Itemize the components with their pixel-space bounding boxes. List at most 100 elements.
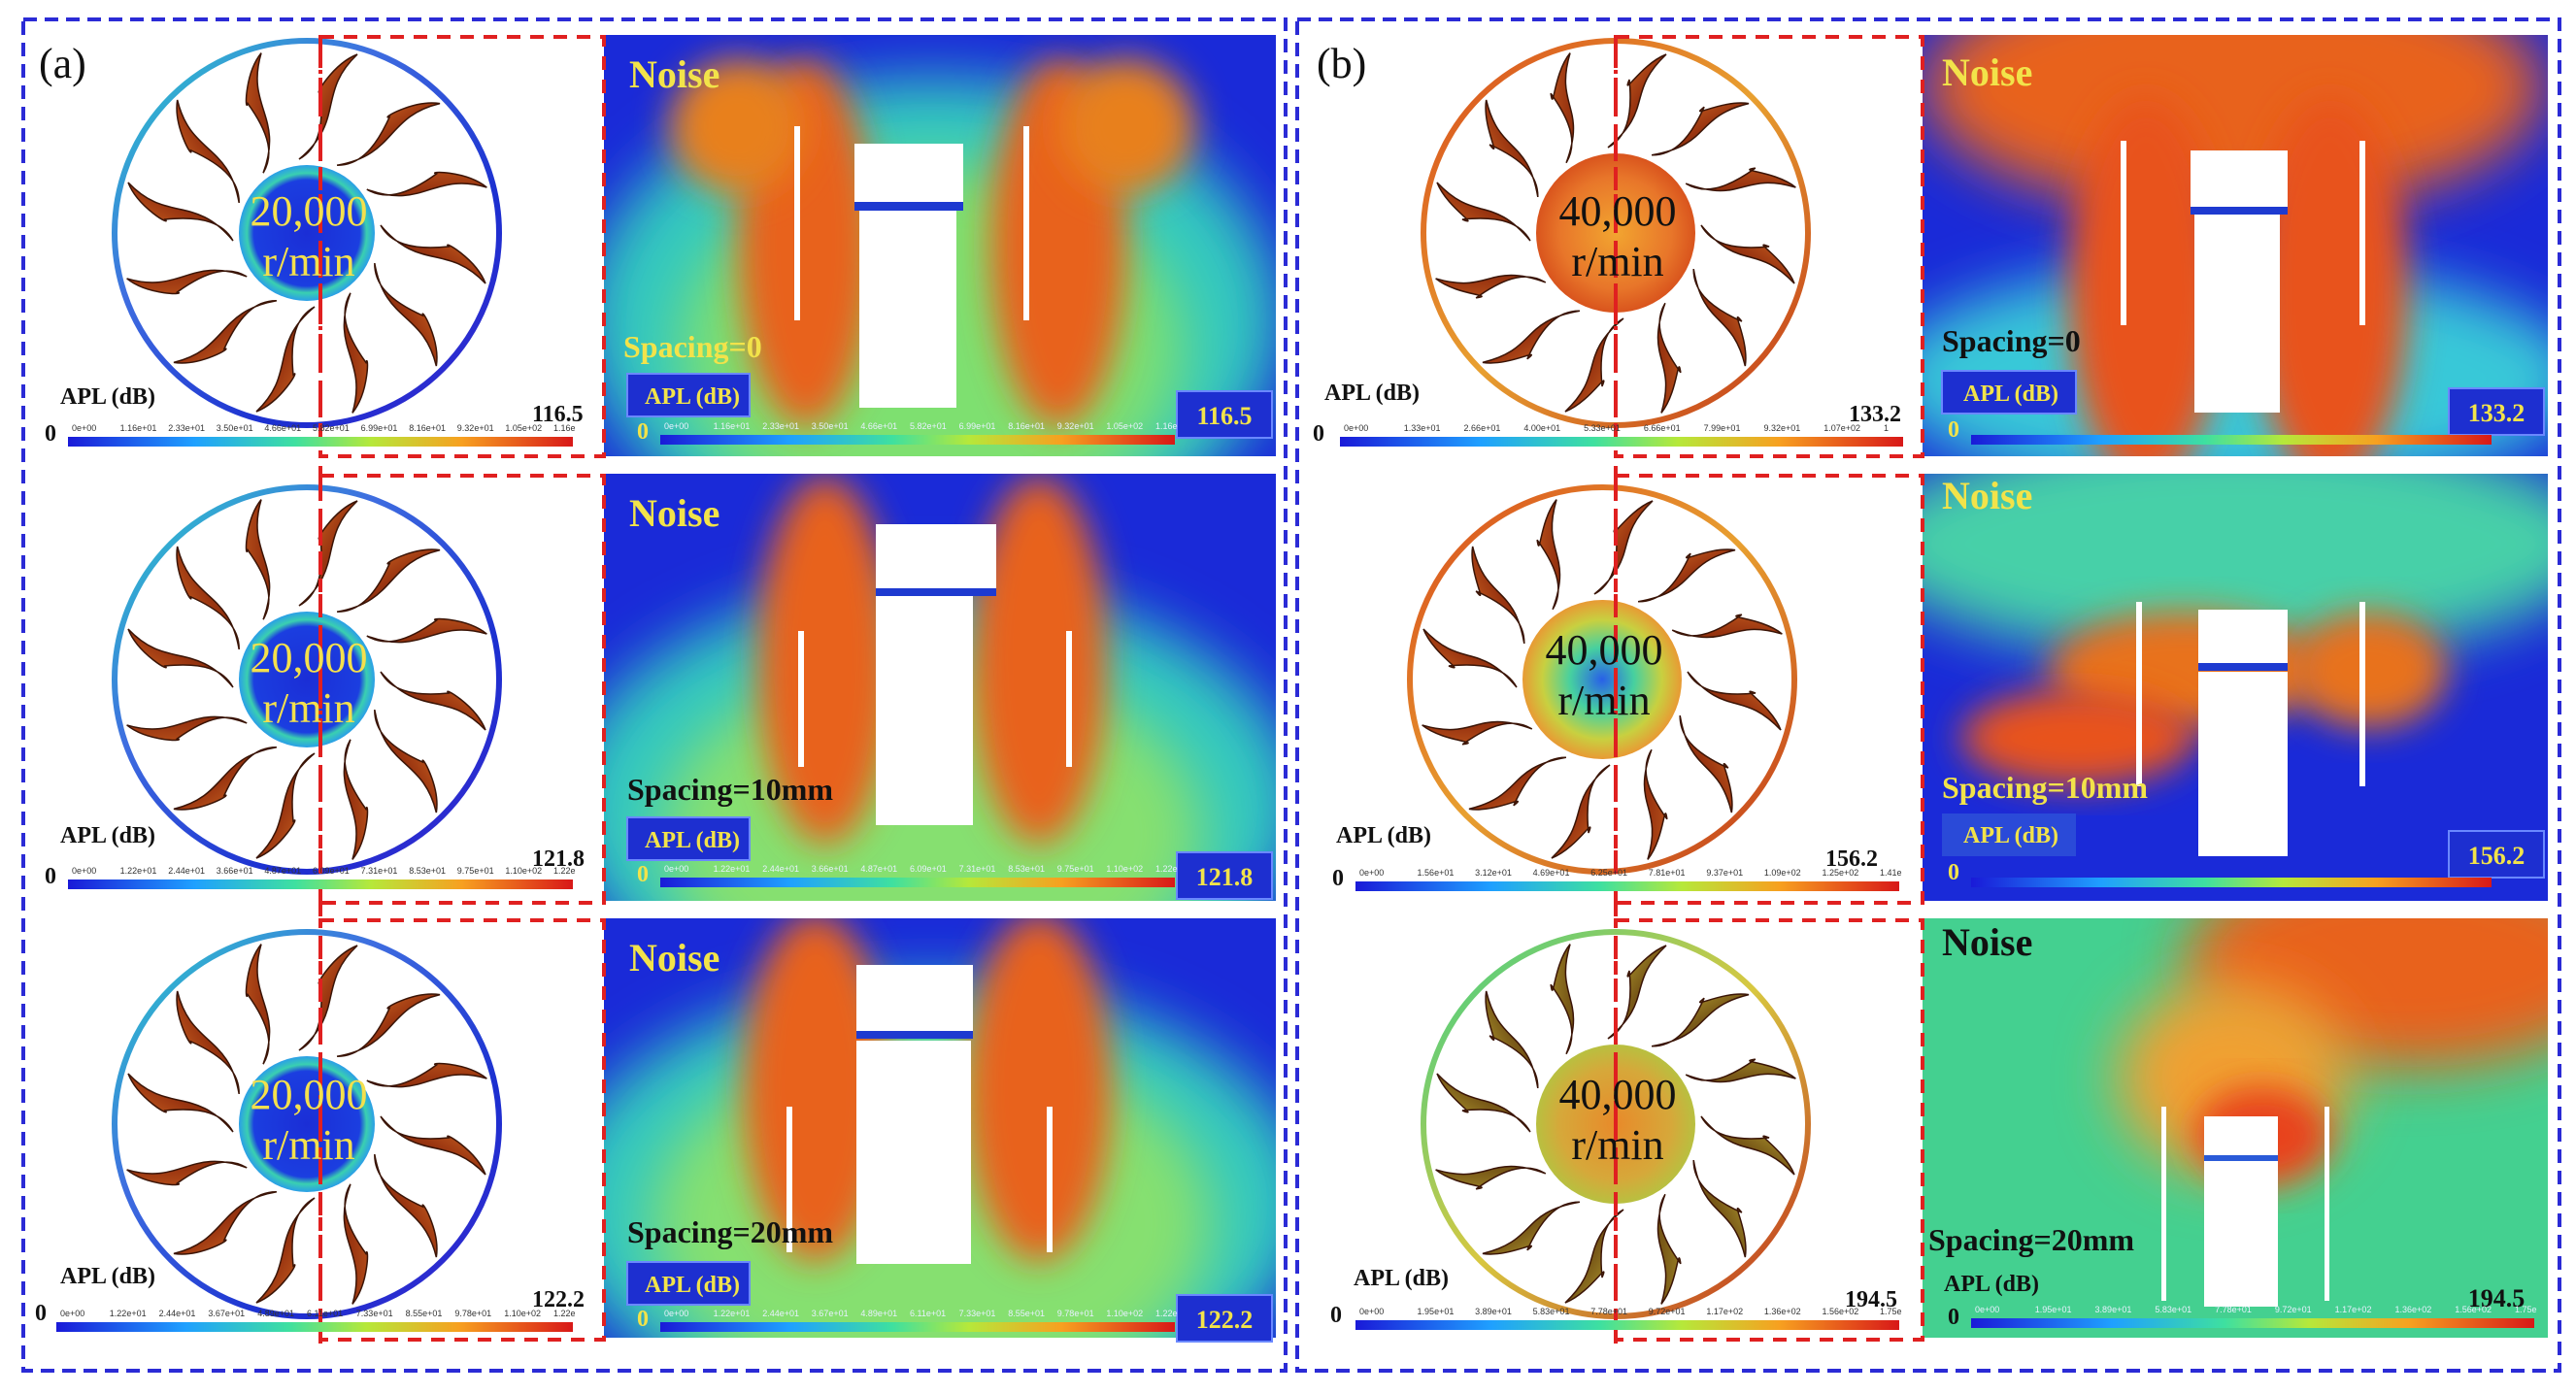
scale-tick-label: 4.89e+01 (860, 1309, 897, 1318)
apl-inner-b1: APL (dB) (1963, 382, 2058, 407)
blade (380, 224, 486, 284)
fan-b2 (1407, 484, 1797, 875)
blade (1551, 764, 1611, 859)
max-inner-b2: 156.2 (2468, 842, 2526, 870)
noise-title-b3: Noise (1942, 920, 2032, 964)
scale-tick-label: 6.09e+01 (910, 864, 947, 874)
zero-inner-a3: 0 (637, 1307, 649, 1332)
blade (1436, 1073, 1531, 1133)
blade (336, 548, 441, 613)
max-inner-a1: 116.5 (1196, 402, 1252, 430)
zero-inner-a1: 0 (637, 419, 649, 445)
scale-tick-label: 4.87e+01 (264, 866, 301, 876)
blade (298, 500, 358, 607)
scale-tick-label: 5.83e+01 (2155, 1305, 2191, 1314)
scale-tick-label: 6.11e+01 (910, 1309, 946, 1318)
scale-tick-label: 1.36e+02 (1764, 1307, 1801, 1316)
apl-inner-b2: APL (dB) (1963, 823, 2058, 848)
scale-bar (660, 435, 1175, 445)
scale-tick-label: 9.78e+01 (1057, 1309, 1094, 1318)
blade (127, 628, 234, 688)
scale-tick-label: 5.33e+01 (1584, 423, 1621, 433)
scale-tick-label: 9.37e+01 (1706, 868, 1743, 878)
scale-tick-label: 6.99e+01 (361, 423, 398, 433)
scale-tick-label: 1.25e+02 (1822, 868, 1858, 878)
noise-title-a2: Noise (629, 491, 719, 535)
spacing-a2: Spacing=10mm (627, 772, 833, 807)
blade (1651, 102, 1750, 156)
apl-outer-a1: APL (dB) (60, 384, 155, 410)
scale-tick-label: 9.75e+01 (457, 866, 494, 876)
blade (298, 945, 358, 1051)
blade (255, 306, 316, 413)
scale-tick-label: 8.53e+01 (409, 866, 446, 876)
scale-tick-label: 8.16e+01 (409, 423, 446, 433)
apl-inner-b3: APL (dB) (1944, 1272, 2039, 1297)
scale-tick-label: 2.33e+01 (168, 423, 205, 433)
blade (245, 499, 271, 620)
scale-tick-label: 6.66e+01 (1644, 423, 1681, 433)
zero-inner-b3: 0 (1948, 1305, 1959, 1330)
scale-tick-label: 6.25e+01 (1590, 868, 1627, 878)
blade (374, 1153, 438, 1258)
blade (1685, 1058, 1796, 1083)
scale-tick-label: 3.89e+01 (2095, 1305, 2132, 1314)
scale-tick-label: 2.44e+01 (159, 1309, 196, 1318)
blade (1607, 945, 1667, 1040)
apl-inner-a1: APL (dB) (645, 384, 740, 410)
scale-bar (1971, 1318, 2534, 1328)
zero-outer-a1: 0 (45, 421, 56, 447)
zero-outer-b2: 0 (1332, 866, 1344, 891)
blade (176, 99, 240, 204)
blade (1564, 1209, 1624, 1304)
fan-a2 (112, 484, 502, 875)
scale-tick-label: 9.75e+01 (1057, 864, 1094, 874)
apl-outer-a2: APL (dB) (60, 823, 155, 848)
scale-tick-label: 3.12e+01 (1475, 868, 1512, 878)
scale-tick-label: 1.33e+01 (1404, 423, 1441, 433)
apl-outer-b1: APL (dB) (1324, 381, 1420, 406)
max-inner-b1: 133.2 (2468, 399, 2526, 427)
scale-tick-label: 1.10e+02 (1106, 864, 1143, 874)
colour-scale-7: 0e+00 1.56e+01 3.12e+01 4.69e+01 6.25e+01 7.8… (1355, 868, 1902, 891)
scale-tick-label: 1.22e+01 (714, 864, 751, 874)
blade (1651, 993, 1750, 1047)
hub-labels: 20,000 r/min 20,000 r/min 20,000 r/min (251, 187, 368, 1169)
scale-tick-label: 8.16e+01 (1008, 421, 1045, 431)
max-inner-a2: 121.8 (1196, 863, 1254, 891)
blade (1435, 274, 1547, 299)
panel-a-frame (21, 17, 1288, 1373)
scale-tick-label: 7.78e+01 (2215, 1305, 2252, 1314)
zero-inner-b2: 0 (1948, 860, 1959, 885)
blade (255, 1197, 316, 1304)
blade (1536, 499, 1561, 611)
scale-tick-label: 1.10e+02 (504, 1309, 541, 1318)
apl-outer-b2: APL (dB) (1336, 823, 1431, 848)
blade (1550, 944, 1575, 1055)
scale-tick-label: 1.09e+02 (1764, 868, 1801, 878)
scale-tick-label: 4.66e+01 (264, 423, 301, 433)
scale-tick-label: 1.95e+01 (1418, 1307, 1455, 1316)
scale-tick-label: 9.32e+01 (1763, 423, 1800, 433)
scale-tick-label: 7.31e+01 (361, 866, 398, 876)
scale-tick-label: 1.22e+01 (110, 1309, 147, 1318)
scale-tick-label: 1.16e (553, 423, 576, 433)
scale-tick-label: 1.41e (1880, 868, 1902, 878)
scale-tick-label: 4.66e+01 (860, 421, 897, 431)
hub-unit-a2: r/min (262, 684, 354, 732)
scale-tick-label: 0e+00 (1359, 868, 1384, 878)
spacing-a3: Spacing=20mm (627, 1214, 833, 1249)
scale-tick-label: 0e+00 (664, 421, 688, 431)
scale-bar (660, 878, 1175, 887)
blade (1482, 310, 1581, 364)
colour-scale-2: 0e+00 1.22e+01 2.44e+01 3.67e+01 4.89e+01 6.1… (56, 1309, 576, 1332)
blade (343, 1183, 369, 1305)
colour-scale-11: 0e+00 1.95e+01 3.89e+01 5.83e+01 7.78e+01 9.7… (1971, 1305, 2537, 1328)
zero-outer-a3: 0 (35, 1301, 47, 1326)
blade (1482, 1201, 1581, 1255)
scale-tick-label: 2.44e+01 (168, 866, 205, 876)
apl-inner-zero: 0 0 0 0 0 0 (637, 417, 1959, 1332)
scale-tick-label: 9.78e+01 (454, 1309, 491, 1318)
apl-boxes (626, 370, 2545, 1343)
blade (343, 292, 369, 414)
